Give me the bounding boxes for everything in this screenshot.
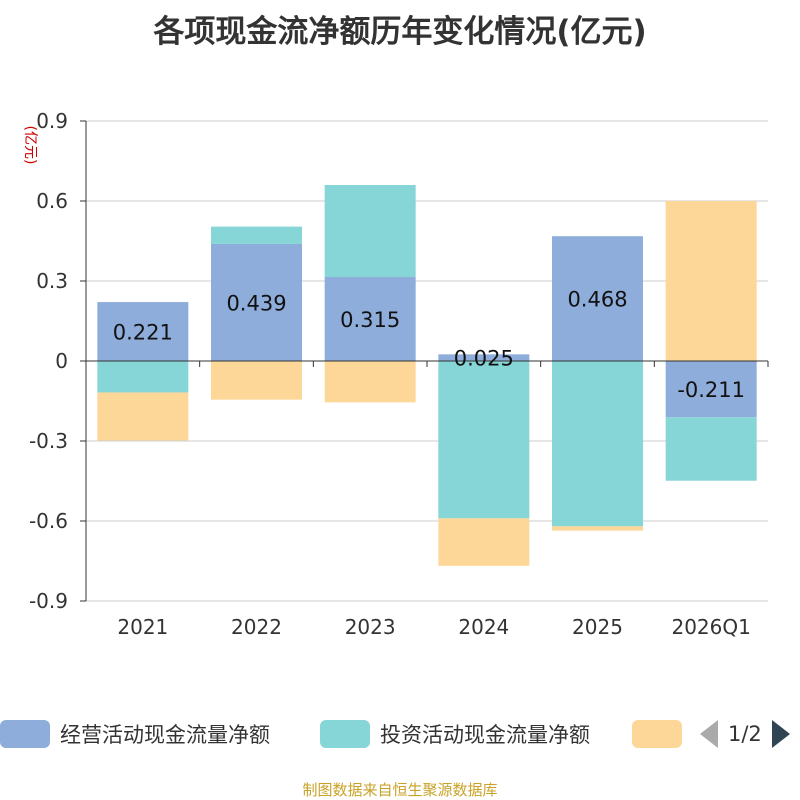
bar-investing-2023 — [324, 185, 416, 277]
x-tick-label: 2025 — [572, 615, 623, 639]
chart-title: 各项现金流净额历年变化情况(亿元) — [153, 14, 647, 50]
y-tick-label: 0.9 — [36, 109, 68, 133]
x-tick-label: 2024 — [458, 615, 509, 639]
grid-lines — [86, 120, 768, 602]
legend-next-page-icon[interactable] — [771, 720, 790, 748]
bar-operating-2024 — [438, 354, 530, 361]
x-tick-label: 2026Q1 — [671, 615, 750, 639]
y-tick-label: 0 — [55, 349, 68, 373]
legend-swatch-financing — [632, 720, 682, 748]
chart-area: 0.9 0.6 0.3 0 -0.3 -0.6 -0.9 2021 2022 2023 2024 20… — [22, 109, 769, 639]
bar-operating-2025 — [552, 236, 643, 361]
bar-financing-2024 — [438, 518, 530, 566]
x-tick-label: 2021 — [117, 615, 168, 639]
bar-investing-2021 — [97, 361, 189, 393]
bar-financing-2026Q1 — [665, 201, 757, 361]
y-axis-unit-label: (亿元) — [22, 126, 38, 165]
y-tick-label: 0.6 — [36, 189, 68, 213]
legend-swatch-investing — [320, 720, 370, 748]
legend-page-indicator: 1/2 — [728, 722, 762, 746]
y-tick-label: 0.3 — [36, 269, 68, 293]
legend-prev-page-icon[interactable] — [700, 720, 718, 748]
data-label-operating: 0.221 — [113, 321, 173, 345]
legend-item-operating[interactable]: 经营活动现金流量净额 — [0, 716, 270, 752]
data-label-operating: 0.468 — [567, 288, 627, 312]
tick-labels: 0.9 0.6 0.3 0 -0.3 -0.6 -0.9 2021 2022 2023 2024 20… — [29, 109, 751, 639]
data-label-operating: 0.025 — [454, 347, 514, 371]
y-tick-label: -0.9 — [29, 589, 68, 613]
data-labels: 0.221 0.439 0.315 0.025 0.468 -0.211 — [113, 288, 745, 403]
legend: 经营活动现金流量净额 投资活动现金流量净额 1/2 — [0, 716, 800, 756]
bar-financing-2025 — [552, 526, 643, 531]
legend-swatch-operating — [0, 720, 50, 748]
legend-label-investing: 投资活动现金流量净额 — [380, 723, 590, 747]
axes — [80, 120, 769, 602]
data-source-footer: 制图数据来自恒生聚源数据库 — [302, 781, 498, 799]
bar-investing-2026Q1 — [665, 417, 757, 481]
bar-operating-2026Q1 — [665, 361, 757, 418]
bar-investing-2025 — [552, 361, 643, 527]
data-label-operating: 0.439 — [226, 291, 286, 315]
y-tick-label: -0.3 — [29, 429, 68, 453]
bar-financing-2023 — [324, 361, 416, 403]
legend-item-investing[interactable]: 投资活动现金流量净额 — [320, 716, 590, 752]
x-tick-label: 2023 — [345, 615, 396, 639]
legend-label-operating: 经营活动现金流量净额 — [60, 723, 270, 747]
data-label-operating: 0.315 — [340, 308, 400, 332]
y-tick-label: -0.6 — [29, 509, 68, 533]
bar-operating-2023 — [324, 277, 416, 361]
bar-financing-2022 — [211, 361, 302, 400]
data-label-operating: -0.211 — [677, 378, 745, 402]
x-tick-label: 2022 — [231, 615, 282, 639]
bar-financing-2021 — [97, 392, 189, 441]
bar-operating-2021 — [97, 302, 189, 361]
bar-operating-2022 — [211, 243, 302, 361]
bars-group — [97, 185, 757, 566]
legend-item-financing[interactable] — [632, 716, 682, 752]
bar-investing-2024 — [438, 361, 530, 519]
legend-pager: 1/2 — [700, 716, 790, 752]
bar-investing-2022 — [211, 226, 302, 244]
